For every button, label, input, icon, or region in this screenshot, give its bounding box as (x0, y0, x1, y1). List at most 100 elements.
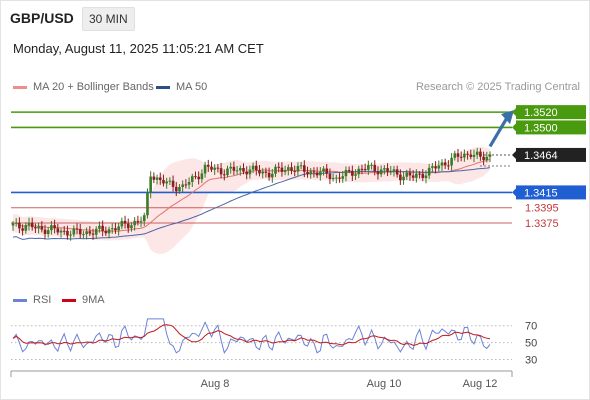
candle-body (181, 184, 184, 187)
candle-body (53, 225, 56, 229)
candle-body (107, 229, 111, 234)
candle-body (110, 228, 114, 230)
price-tag-label: 1.3520 (524, 107, 558, 119)
candle-body (274, 166, 277, 174)
candle-body (373, 164, 377, 172)
bollinger-band-fill (13, 146, 490, 254)
candle-body (219, 168, 223, 175)
candle-body (258, 170, 261, 174)
candle-body (14, 222, 18, 224)
candle-body (136, 221, 140, 223)
candle-body (187, 181, 191, 185)
candle-body (306, 171, 309, 175)
candle-body (319, 171, 322, 176)
rsi-ma-legend-label: 9MA (82, 294, 105, 306)
candle-body (216, 167, 220, 169)
candle-body (40, 226, 44, 230)
candle-body (415, 173, 418, 178)
candle-body (229, 166, 232, 169)
candle-body (91, 233, 95, 235)
price-level-label: 1.3375 (525, 218, 559, 230)
candle-body (206, 164, 210, 167)
candle-body (427, 167, 431, 176)
x-tick-label: Aug 12 (463, 378, 498, 390)
candle-body (450, 157, 453, 166)
candle-body (114, 228, 117, 231)
candle-body (370, 164, 373, 166)
symbol-title: GBP/USD (10, 10, 74, 26)
price-tag-pointer-1.3464 (512, 150, 516, 159)
legend-ma20-label: MA 20 + Bollinger Bands (33, 81, 154, 93)
candle-body (178, 186, 181, 192)
candle-body (171, 180, 175, 187)
research-credit: Research © 2025 Trading Central (415, 81, 580, 93)
candle-body (472, 154, 476, 157)
candle-body (379, 169, 383, 175)
rsi-legend-swatch (13, 298, 27, 302)
candle-body (328, 173, 332, 180)
candle-body (466, 153, 469, 155)
candle-body (351, 170, 354, 176)
candle-body (485, 156, 489, 161)
candle-body (235, 170, 239, 172)
candle-body (335, 177, 338, 179)
candle-body (325, 168, 329, 174)
candle-body (322, 168, 325, 172)
candle-body (360, 168, 364, 170)
price-tag-label: 1.3500 (524, 122, 558, 134)
candle-body (344, 170, 348, 177)
candle-body (24, 225, 28, 231)
price-tag-1.3500 (516, 120, 586, 135)
candle-body (309, 171, 313, 175)
candle-body (98, 225, 101, 229)
price-tag-1.3464 (516, 147, 586, 162)
candle-body (66, 230, 69, 236)
legend-ma50: MA 50 (156, 81, 207, 93)
candle-body (437, 165, 441, 169)
candle-body (440, 162, 444, 166)
candle-body (155, 177, 159, 180)
datetime-label: Monday, August 11, 2025 11:05:21 AM CET (13, 41, 264, 56)
candle-body (120, 220, 124, 227)
rsi-tick-label: 30 (525, 355, 537, 367)
rsi-legend-rsi: RSI (13, 294, 51, 306)
candle-body (469, 154, 473, 157)
candle-body (482, 156, 485, 161)
candle-body (62, 230, 66, 232)
rsi-legend-label: RSI (33, 294, 52, 306)
x-tick-label: Aug 8 (201, 378, 230, 390)
candle-body (402, 176, 405, 181)
candle-body (21, 228, 24, 231)
candle-body (475, 151, 479, 155)
candle-body (405, 172, 409, 177)
candle-body (431, 166, 434, 168)
price-tag-label: 1.3415 (524, 187, 558, 199)
rsi-line (12, 318, 491, 354)
candle-body (399, 174, 402, 181)
x-tick-label: Aug 10 (367, 378, 402, 390)
candle-body (242, 168, 245, 172)
candle-body (30, 222, 34, 228)
candle-body (367, 165, 370, 170)
candle-body (123, 220, 127, 224)
candle-body (341, 176, 345, 179)
candle-body (194, 176, 197, 178)
candle-body (104, 230, 108, 234)
candle-body (18, 222, 21, 229)
candle-body (232, 166, 236, 171)
candle-body (152, 176, 156, 180)
candle-body (82, 234, 85, 236)
candle-body (408, 172, 412, 176)
candle-body (261, 171, 265, 174)
candle-body (338, 177, 341, 179)
candle-body (158, 177, 162, 180)
candle-body (271, 173, 274, 178)
candle-body (197, 176, 200, 180)
ma50-line (12, 167, 491, 240)
timeframe-button[interactable]: 30 MIN (82, 7, 135, 31)
price-tag-pointer-1.3520 (512, 108, 516, 117)
price-tag-1.3415 (516, 185, 586, 200)
candle-body (27, 222, 31, 226)
price-tag-pointer-1.3500 (512, 123, 516, 132)
